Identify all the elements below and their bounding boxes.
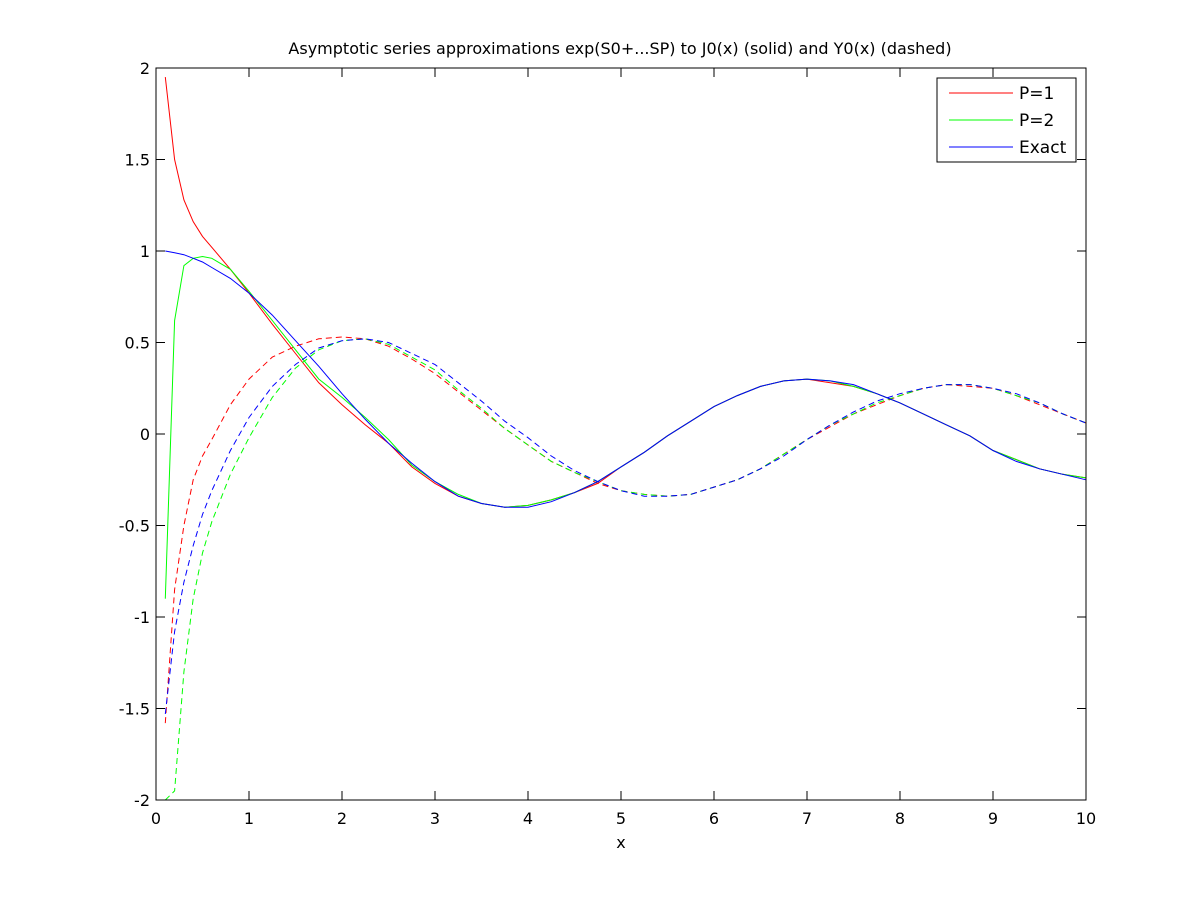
chart-title: Asymptotic series approximations exp(S0+… bbox=[288, 39, 951, 58]
y-tick-label: 1.5 bbox=[125, 151, 150, 170]
x-axis-label: x bbox=[616, 833, 625, 852]
y-tick-label: 1 bbox=[140, 242, 150, 261]
x-tick-label: 9 bbox=[988, 809, 998, 828]
legend: P=1 P=2 Exact bbox=[936, 77, 1077, 163]
x-tick-label: 7 bbox=[802, 809, 812, 828]
series-line-exact-j0 bbox=[165, 250, 1087, 508]
axis-ticks: 0 1 2 3 4 5 6 7 8 9 10 -2 -1.5 -1 -0.5 0 0.5 1 1.5 2 bbox=[119, 59, 1096, 828]
y-tick-label: -2 bbox=[134, 791, 150, 810]
x-tick-label: 1 bbox=[244, 809, 254, 828]
x-tick-label: 5 bbox=[616, 809, 626, 828]
y-tick-label: -1 bbox=[134, 608, 150, 627]
y-tick-label: 0.5 bbox=[125, 334, 150, 353]
series-line-exact-y0 bbox=[164, 338, 1087, 715]
x-tick-label: 4 bbox=[523, 809, 533, 828]
legend-label: Exact bbox=[1019, 138, 1067, 158]
x-tick-label: 2 bbox=[337, 809, 347, 828]
x-tick-label: 3 bbox=[430, 809, 440, 828]
y-tick-label: 2 bbox=[140, 59, 150, 78]
x-tick-label: 10 bbox=[1076, 809, 1096, 828]
y-tick-label: -0.5 bbox=[119, 517, 150, 536]
legend-label: P=2 bbox=[1019, 111, 1054, 131]
series-lines bbox=[164, 77, 1087, 801]
y-tick-label: 0 bbox=[140, 425, 150, 444]
legend-label: P=1 bbox=[1019, 84, 1054, 104]
x-tick-label: 0 bbox=[151, 809, 161, 828]
x-tick-label: 6 bbox=[709, 809, 719, 828]
x-tick-label: 8 bbox=[895, 809, 905, 828]
y-tick-label: -1.5 bbox=[119, 700, 150, 719]
